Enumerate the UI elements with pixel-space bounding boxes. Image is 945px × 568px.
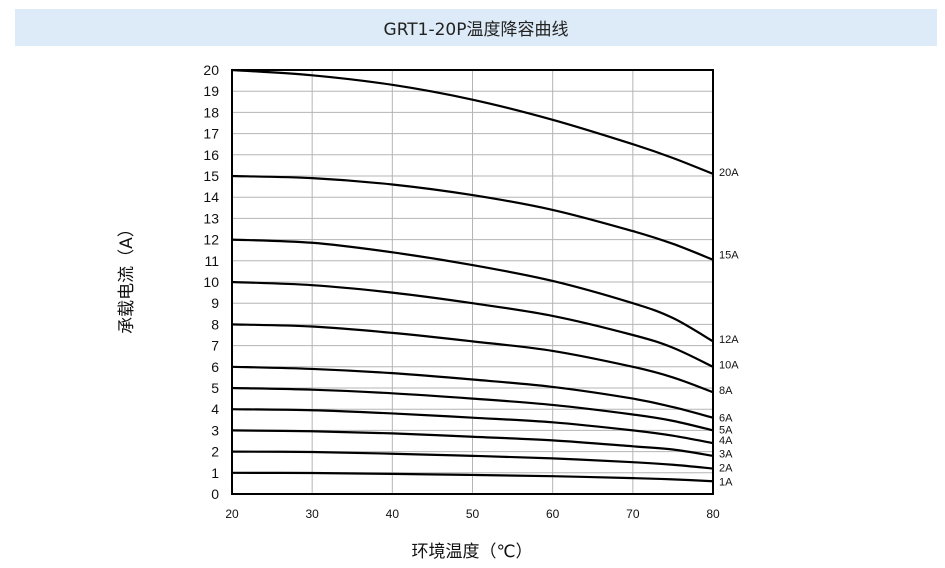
y-tick-label: 5 [211, 380, 219, 396]
y-tick-label: 9 [211, 295, 219, 311]
y-axis-title: 承载电流（A） [117, 220, 137, 334]
series-line-2a [231, 450, 714, 470]
y-tick-label: 0 [211, 486, 219, 502]
y-tick-label: 1 [211, 465, 219, 481]
x-tick-label: 30 [305, 507, 319, 521]
series-label-2a: 2A [719, 463, 733, 475]
y-tick-label: 10 [203, 274, 219, 290]
series-label-6a: 6A [719, 413, 733, 425]
series-label-1a: 1A [719, 476, 733, 488]
y-tick-label: 14 [203, 189, 219, 205]
y-tick-label: 12 [203, 232, 219, 248]
x-tick-label: 60 [546, 507, 560, 521]
x-axis-title: 环境温度（℃） [411, 542, 532, 562]
chart-title-bar: GRT1-20P温度降容曲线 [15, 9, 937, 46]
series-lines [231, 68, 714, 483]
series-line-10a [231, 280, 714, 368]
y-tick-label: 2 [211, 444, 219, 460]
series-line-20a [231, 68, 714, 175]
series-label-12a: 12A [719, 334, 739, 346]
y-tick-label: 16 [203, 147, 219, 163]
series-line-8a [231, 323, 714, 394]
y-tick-label: 17 [203, 126, 219, 142]
chart-title: GRT1-20P温度降容曲线 [383, 20, 569, 40]
series-line-6a [231, 365, 714, 419]
x-tick-label: 20 [225, 507, 239, 521]
series-label-10a: 10A [719, 360, 739, 372]
y-tick-label: 20 [203, 62, 219, 78]
series-line-1a [231, 471, 714, 483]
y-tick-label: 6 [211, 359, 219, 375]
y-tick-label: 7 [211, 338, 219, 354]
x-tick-label: 70 [626, 507, 640, 521]
y-tick-label: 15 [203, 168, 219, 184]
series-line-12a [231, 238, 714, 343]
y-tick-label: 3 [211, 422, 219, 438]
x-tick-label: 50 [466, 507, 480, 521]
series-label-3a: 3A [719, 449, 733, 461]
series-label-5a: 5A [719, 424, 733, 436]
y-tick-label: 11 [204, 253, 219, 269]
series-line-3a [231, 429, 714, 457]
x-tick-labels: 20 30 40 50 60 70 80 [225, 507, 720, 521]
y-tick-label: 4 [211, 401, 219, 417]
series-label-8a: 8A [719, 385, 733, 397]
series-line-4a [231, 408, 714, 445]
series-line-15a [231, 174, 714, 261]
y-tick-label: 13 [203, 210, 219, 226]
y-tick-label: 18 [203, 104, 219, 120]
x-tick-label: 80 [706, 507, 720, 521]
x-tick-label: 40 [386, 507, 400, 521]
series-label-20a: 20A [719, 167, 739, 179]
y-tick-label: 19 [203, 83, 219, 99]
y-tick-label: 8 [211, 316, 219, 332]
series-label-4a: 4A [719, 435, 733, 447]
series-label-15a: 15A [719, 249, 739, 261]
series-line-5a [231, 386, 714, 432]
